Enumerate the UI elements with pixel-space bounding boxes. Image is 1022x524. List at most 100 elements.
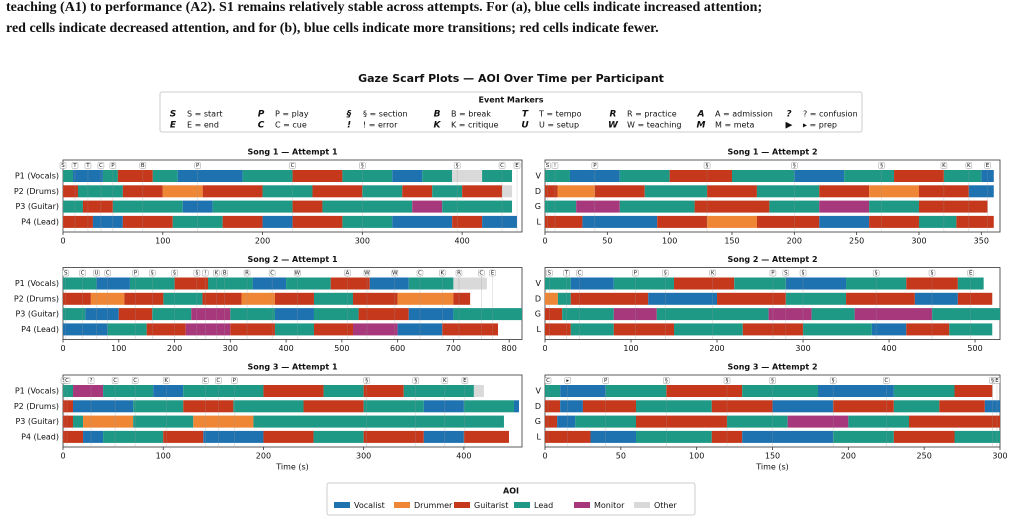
panel-title: Song 3 — Attempt 1 [247,363,338,372]
event-code: E [969,271,973,277]
x-tick-label: 300 [356,452,371,461]
aoi-legend-box [326,482,696,516]
event-badge [359,162,366,169]
event-code: A [346,271,350,277]
aoi-segment [545,292,558,305]
event-code: § [793,163,796,169]
aoi-segment [185,323,231,336]
aoi-swatch [574,502,590,508]
event-code: § [880,163,883,169]
x-tick-label: 300 [911,237,926,246]
aoi-segment [657,215,708,228]
aoi-segment [968,185,994,198]
event-badge [93,269,100,277]
row-label: L [537,432,542,441]
x-tick-label: 600 [390,344,405,353]
x-tick-label: 200 [255,237,270,246]
aoi-segment [353,292,398,305]
x-tick-label: 150 [724,237,739,246]
event-code: K [711,271,715,277]
panel-title: Song 1 — Attempt 1 [247,148,338,157]
x-tick-label: 300 [992,452,1007,461]
aoi-segment [636,415,727,428]
aoi-segment [392,215,453,228]
event-badge [478,269,485,277]
event-code: § [665,378,668,384]
aoi-segment [363,385,404,397]
aoi-swatch [454,502,470,508]
event-badge [872,269,880,277]
row-label: L [537,325,542,334]
event-badge [84,162,92,169]
event-badge [363,269,371,277]
event-badge [662,269,669,277]
x-tick-label: 0 [60,452,65,461]
event-code: P [233,378,237,384]
event-label: K = critique [451,121,498,130]
event-badge [63,377,71,384]
aoi-segment [734,277,786,290]
row-label: P4 (Lead) [21,325,59,334]
event-label: § = section [363,110,408,119]
aoi-segment [803,323,872,336]
event-code: § [414,378,417,384]
event-label: B = break [451,110,491,119]
event-code: § [832,378,835,384]
aoi-segment [819,200,870,213]
aoi-segment [63,323,108,336]
event-symbol: P [258,110,265,120]
x-tick-label: 100 [623,344,638,353]
event-code: § [173,271,176,277]
aoi-segment [756,215,820,228]
event-badge [194,162,201,169]
row-label: V [536,279,542,288]
aoi-label: Other [654,501,677,510]
aoi-segment [442,200,513,213]
event-code: C [203,378,207,384]
event-legend-box [159,91,863,133]
aoi-segment [330,277,370,290]
event-badge [231,377,238,384]
x-tick-label: 300 [355,237,370,246]
aoi-segment [392,170,423,182]
event-badge [632,269,639,277]
event-code: C [884,378,888,384]
row-label: P3 (Guitar) [15,310,59,319]
aoi-segment [177,170,243,182]
aoi-segment [208,277,253,290]
aoi-segment [906,323,950,336]
aoi-segment [233,400,304,413]
row-label: P2 (Drums) [14,402,59,411]
aoi-segment [768,308,812,321]
event-code: § [726,378,729,384]
event-badge [967,269,974,277]
event-badge [513,162,521,169]
row-label: P2 (Drums) [14,294,59,303]
aoi-segment [162,185,203,198]
aoi-segment [63,215,93,228]
event-symbol: T [522,110,529,120]
aoi-segment [674,323,743,336]
aoi-segment [342,215,393,228]
aoi-segment [562,308,614,321]
aoi-segment [77,185,123,198]
event-badge [940,162,948,169]
aoi-segment [594,185,645,198]
aoi-segment [844,170,895,182]
event-code: § [664,271,667,277]
aoi-segment [742,385,818,397]
aoi-segment [262,215,293,228]
event-code: E [986,163,990,169]
event-code: C [500,163,504,169]
event-code: P [134,271,138,277]
row-label: P4 (Lead) [21,432,59,441]
aoi-segment [312,185,363,198]
event-badge [441,377,449,384]
x-tick-label: 300 [795,344,810,353]
aoi-segment [545,400,561,413]
aoi-segment [402,185,433,198]
event-code: S [548,271,552,277]
aoi-segment [397,292,454,305]
aoi-segment [848,415,909,428]
event-code: W [295,271,301,277]
